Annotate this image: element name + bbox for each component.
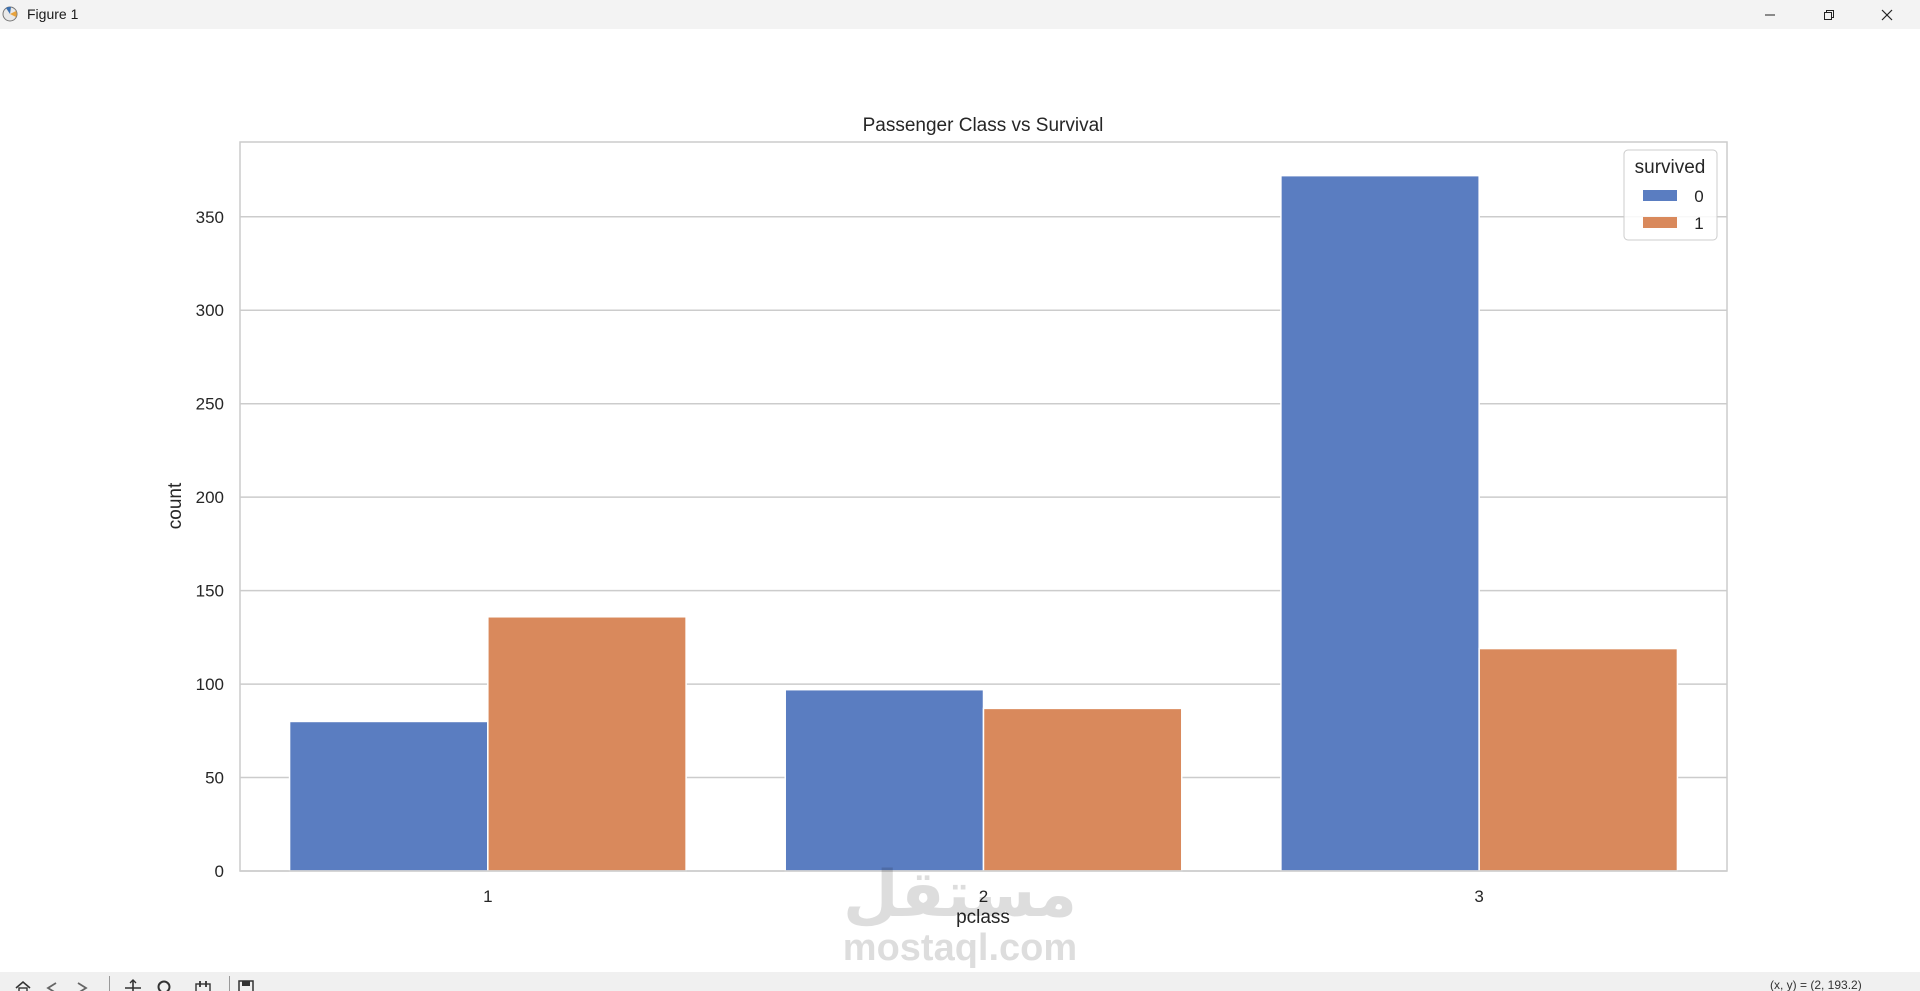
x-axis-label: pclass [956, 907, 1010, 928]
back-icon[interactable] [42, 979, 60, 991]
restore-icon [1824, 9, 1834, 20]
pan-icon[interactable] [124, 979, 142, 991]
bars [288, 174, 1679, 872]
cursor-coordinates: (x, y) = (2, 193.2) [1770, 978, 1862, 991]
plot-frame [239, 141, 1728, 872]
bar-class-1-survived-0 [288, 720, 489, 872]
legend-swatch [1643, 190, 1677, 201]
x-tick-label: 1 [483, 887, 492, 906]
bar-class-2-survived-1 [982, 707, 1183, 872]
figure-app-icon [2, 6, 18, 22]
x-tick-label: 3 [1474, 887, 1483, 906]
bar-class-1-survived-1 [487, 616, 687, 872]
y-tick-label: 150 [196, 582, 224, 601]
legend-swatch [1643, 217, 1677, 228]
minimize-icon [1765, 14, 1775, 15]
legend-entry-label: 0 [1694, 187, 1703, 206]
legend: survived 01 [1623, 149, 1718, 241]
configure-icon[interactable] [194, 979, 212, 991]
navigation-toolbar: (x, y) = (2, 193.2) [0, 972, 1920, 991]
bar-class-3-survived-1 [1478, 647, 1679, 872]
y-tick-labels: 0 50 100 150 200 250 300 350 [196, 208, 224, 881]
legend-entry-label: 1 [1694, 214, 1703, 233]
window-title: Figure 1 [27, 6, 79, 22]
close-button[interactable] [1858, 0, 1916, 29]
y-axis-label: count [165, 482, 186, 529]
y-tick-label: 100 [196, 675, 224, 694]
y-tick-label: 0 [215, 862, 224, 881]
x-tick-labels: 1 2 3 [483, 887, 1484, 906]
close-icon [1881, 9, 1893, 20]
toolbar-separator [229, 976, 230, 991]
restore-button[interactable] [1800, 0, 1858, 29]
legend-title: survived [1635, 157, 1706, 178]
x-tick-label: 2 [979, 887, 988, 906]
toolbar-separator [109, 976, 110, 991]
zoom-icon[interactable] [156, 979, 174, 991]
y-tick-label: 350 [196, 208, 224, 227]
y-tick-label: 50 [205, 769, 224, 788]
minimize-button[interactable] [1741, 0, 1799, 29]
chart-canvas: 0 50 100 150 200 250 300 350 1 2 3 Passenger Clas… [165, 115, 1728, 928]
y-tick-label: 250 [196, 395, 224, 414]
y-tick-label: 300 [196, 301, 224, 320]
forward-icon[interactable] [74, 979, 92, 991]
chart-title: Passenger Class vs Survival [863, 115, 1104, 136]
window-titlebar: Figure 1 [0, 0, 1920, 29]
save-icon[interactable] [237, 979, 255, 991]
y-tick-label: 200 [196, 488, 224, 507]
bar-class-2-survived-0 [784, 688, 985, 872]
home-icon[interactable] [14, 979, 32, 991]
bar-class-3-survived-0 [1280, 174, 1480, 872]
legend-entries: 01 [1643, 187, 1704, 233]
